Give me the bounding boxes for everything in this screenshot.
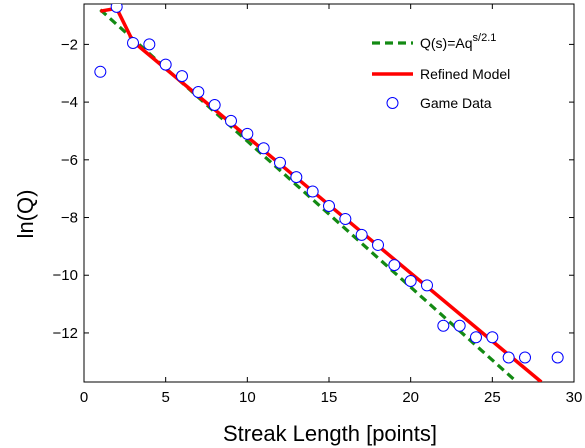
data-point-game xyxy=(453,319,466,332)
data-point-game xyxy=(290,171,303,184)
y-tick-label: −4 xyxy=(61,94,78,111)
data-point-game xyxy=(306,185,319,198)
y-axis-label: ln(Q) xyxy=(13,190,38,239)
y-tick-label: −6 xyxy=(61,152,78,169)
y-tick-label: −2 xyxy=(61,36,78,53)
data-point-game xyxy=(323,199,335,212)
data-point-game xyxy=(470,331,482,344)
data-point-game xyxy=(159,58,172,71)
legend-label-refined-model: Refined Model xyxy=(420,66,510,82)
x-axis-label: Streak Length [points] xyxy=(223,421,437,446)
x-tick-label: 15 xyxy=(321,389,338,406)
data-point-game xyxy=(404,275,417,288)
data-point-game xyxy=(176,70,188,83)
legend-swatch-game-data xyxy=(386,97,399,109)
y-tick-label: −8 xyxy=(61,210,78,227)
x-tick-label: 20 xyxy=(402,389,419,406)
x-tick-label: 25 xyxy=(484,389,501,406)
data-point-game xyxy=(208,98,221,111)
data-point-game xyxy=(127,36,139,49)
data-point-game xyxy=(94,65,107,78)
data-point-game xyxy=(110,4,123,13)
y-tick-label: −10 xyxy=(53,267,78,284)
data-point-game xyxy=(143,38,156,51)
axes-group: 0 5 10 15 20 25 30 −12 −10 −8 −6 −4 −2 xyxy=(53,4,583,406)
data-point-game xyxy=(437,319,450,332)
data-point-game xyxy=(551,351,564,364)
legend-label-game-data: Game Data xyxy=(420,95,492,111)
data-point-game xyxy=(274,156,286,169)
data-point-game xyxy=(372,238,384,251)
series-group xyxy=(94,4,564,382)
x-tick-label: 30 xyxy=(566,389,583,406)
data-point-game xyxy=(486,331,499,344)
plot-area xyxy=(94,4,564,382)
data-point-game xyxy=(421,279,433,292)
data-point-game xyxy=(355,228,368,241)
data-point-game xyxy=(241,127,254,140)
data-point-game xyxy=(388,259,401,272)
data-point-game xyxy=(225,114,237,127)
x-tick-label: 10 xyxy=(239,389,256,406)
y-tick-label: −12 xyxy=(53,325,78,342)
data-point-game xyxy=(257,142,270,155)
series-line-refined-model xyxy=(100,6,543,382)
legend-label-superscript: s/2.1 xyxy=(473,32,497,44)
data-point-game xyxy=(502,351,515,364)
x-tick-label: 5 xyxy=(161,389,169,406)
data-point-game xyxy=(192,86,205,99)
data-point-game xyxy=(339,212,352,225)
x-tick-label: 0 xyxy=(80,389,88,406)
data-point-game xyxy=(519,351,531,364)
